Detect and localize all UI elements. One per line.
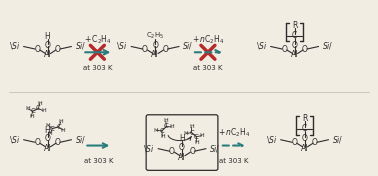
Text: at 303 K: at 303 K [193, 65, 223, 71]
Text: O: O [55, 138, 61, 147]
Text: C: C [56, 124, 61, 130]
Text: O: O [163, 45, 169, 54]
Text: R: R [292, 21, 297, 30]
Text: H: H [170, 124, 174, 130]
Text: $+\,n\mathsf{C_2H_4}$: $+\,n\mathsf{C_2H_4}$ [192, 33, 224, 46]
Text: Si$/$: Si$/$ [182, 40, 194, 51]
Text: O: O [34, 45, 40, 54]
Text: O: O [55, 45, 61, 54]
Text: O: O [189, 147, 195, 156]
Text: Si$/$: Si$/$ [209, 143, 221, 153]
Text: H: H [45, 125, 50, 135]
Text: Al: Al [178, 153, 186, 162]
Text: H: H [61, 128, 65, 133]
Text: C: C [164, 123, 169, 129]
Text: $\mathsf{C_2H_5}$: $\mathsf{C_2H_5}$ [146, 30, 164, 41]
Text: $\backslash$Si: $\backslash$Si [256, 40, 267, 51]
Text: C: C [194, 134, 199, 140]
Text: $\backslash$Si: $\backslash$Si [116, 40, 128, 51]
Text: $+\,\mathsf{C_2H_4}$: $+\,\mathsf{C_2H_4}$ [84, 33, 111, 46]
Text: H: H [37, 100, 42, 106]
Text: O: O [169, 147, 175, 156]
Text: O: O [302, 134, 308, 143]
Text: Si$/$: Si$/$ [75, 40, 86, 51]
Text: $\backslash$Si: $\backslash$Si [9, 134, 20, 145]
Text: Al: Al [44, 144, 51, 153]
Text: O: O [142, 45, 148, 54]
Text: H: H [189, 124, 194, 130]
Text: $\backslash$Si: $\backslash$Si [9, 40, 20, 51]
Text: O: O [302, 45, 308, 54]
Text: O: O [45, 41, 50, 50]
Text: O: O [179, 143, 185, 152]
Text: O: O [34, 138, 40, 147]
Text: O: O [291, 138, 297, 147]
Text: O: O [45, 134, 50, 143]
Text: H: H [179, 134, 185, 143]
Text: C: C [160, 128, 164, 134]
Text: Si$/$: Si$/$ [322, 40, 333, 51]
Text: Al: Al [291, 50, 298, 59]
Text: O: O [281, 45, 287, 54]
Text: Al: Al [301, 144, 308, 153]
Text: at 303 K: at 303 K [82, 65, 112, 71]
Text: Si$/$: Si$/$ [332, 134, 343, 145]
Text: at 303 K: at 303 K [219, 158, 249, 164]
Text: C: C [50, 125, 55, 131]
Text: H: H [154, 128, 159, 133]
Text: Al: Al [44, 50, 51, 59]
Text: Si$/$: Si$/$ [75, 134, 86, 145]
Text: H: H [184, 131, 188, 136]
Text: C: C [36, 105, 41, 111]
Text: $+\,n\mathsf{C_2H_4}$: $+\,n\mathsf{C_2H_4}$ [218, 126, 250, 139]
Text: O: O [292, 41, 297, 50]
Text: C: C [302, 124, 307, 133]
Text: H: H [200, 133, 204, 138]
Text: H: H [48, 131, 53, 136]
Text: H: H [29, 114, 34, 119]
Text: H: H [41, 108, 46, 113]
Text: H: H [25, 106, 30, 111]
Text: H: H [59, 119, 63, 124]
Text: H: H [45, 32, 50, 41]
Text: $\backslash$Si: $\backslash$Si [143, 143, 155, 153]
Text: C: C [292, 31, 297, 40]
Text: O: O [312, 138, 318, 147]
Text: C: C [189, 130, 194, 136]
Text: O: O [152, 41, 158, 50]
Text: R: R [302, 114, 307, 123]
Text: H: H [160, 134, 165, 139]
Text: H: H [194, 140, 199, 145]
Text: H: H [163, 118, 168, 123]
Text: $\backslash$Si: $\backslash$Si [266, 134, 277, 145]
Text: C: C [30, 108, 35, 114]
Text: Al: Al [151, 50, 159, 59]
Text: at 303 K: at 303 K [84, 158, 113, 164]
Text: H: H [45, 123, 50, 128]
